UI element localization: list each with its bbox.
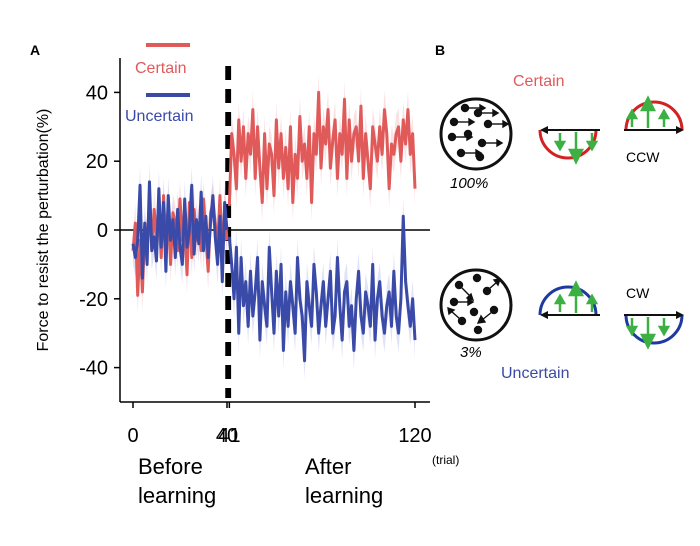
- x-tick-label: 41: [218, 425, 240, 447]
- cw-trajectory-diagram: [538, 280, 684, 350]
- ccw-trajectory-diagram: [538, 95, 684, 165]
- x-tick-label: 0: [127, 425, 138, 447]
- stimulus-uncertain-icon: [439, 268, 513, 342]
- ccw-label: CCW: [626, 149, 660, 165]
- phase-label-before-line2: learning: [138, 483, 216, 508]
- panel-b-label: B: [435, 42, 445, 58]
- panel-b-certain-label: Certain: [513, 73, 565, 90]
- stimulus-certain-icon: [439, 97, 513, 171]
- y-tick-label: 20: [86, 151, 108, 173]
- y-axis-label: Force to resist the perturbation(%): [35, 109, 52, 352]
- panel-b-diagram: Certain 100%: [439, 73, 684, 382]
- x-axis-unit: (trial): [432, 453, 459, 467]
- phase-label-after-line2: learning: [305, 483, 383, 508]
- panel-b-uncertain-label: Uncertain: [501, 365, 569, 382]
- y-tick-label: -20: [79, 289, 108, 311]
- series-lines: [131, 90, 417, 363]
- legend: Certain Uncertain: [125, 43, 193, 125]
- y-tick-label: 0: [97, 220, 108, 242]
- x-tick-label: 120: [398, 425, 431, 447]
- series-line-uncertain: [227, 214, 417, 363]
- series-line-certain: [227, 90, 417, 206]
- certain-coherence: 100%: [450, 175, 488, 192]
- x-tick-label: 40: [216, 425, 238, 447]
- y-tick-label: 40: [86, 82, 108, 104]
- panel-a-label: A: [30, 42, 40, 58]
- phase-label-after-line1: After: [305, 454, 351, 479]
- legend-label-uncertain: Uncertain: [125, 108, 193, 125]
- y-ticks: 40 20 0 -20 -40: [79, 82, 120, 380]
- series-line-uncertain: [131, 180, 229, 284]
- y-tick-label: -40: [79, 358, 108, 380]
- uncertain-coherence: 3%: [460, 344, 482, 361]
- legend-label-certain: Certain: [135, 60, 187, 77]
- cw-label: CW: [626, 285, 650, 301]
- phase-label-before-line1: Before: [138, 454, 203, 479]
